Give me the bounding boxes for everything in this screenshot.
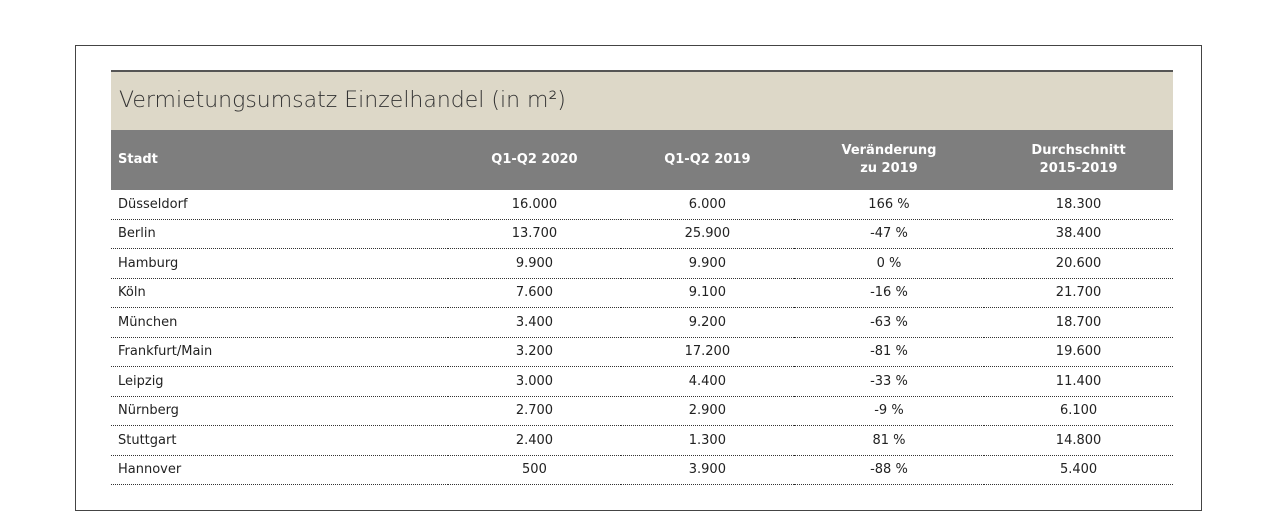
table-row: Düsseldorf 16.000 6.000 166 % 18.300 [111,190,1173,220]
header-cell: Durchschnitt 2015-2019 [984,130,1173,190]
value-cell: 7.600 [448,278,621,308]
value-cell: 166 % [793,190,985,220]
city-cell: Berlin [111,219,448,249]
value-cell: 25.900 [620,219,794,249]
value-cell: 20.600 [984,248,1173,279]
value-cell: -63 % [793,307,985,338]
value-cell: 9.900 [448,248,621,279]
value-cell: 81 % [793,425,985,456]
value-cell: 17.200 [620,337,794,367]
value-cell: 2.900 [620,396,794,426]
value-cell: 5.400 [984,455,1173,485]
value-cell: 2.400 [448,425,621,456]
city-cell: Nürnberg [111,396,448,426]
table-row: Leipzig 3.000 4.400 -33 % 11.400 [111,366,1173,397]
value-cell: -9 % [793,396,985,426]
value-cell: 19.600 [984,337,1173,367]
header-cell: Veränderung zu 2019 [793,130,985,190]
table-body: Düsseldorf 16.000 6.000 166 % 18.300 Berlin 13… [111,190,1173,485]
value-cell: 1.300 [620,425,794,456]
value-cell: -33 % [793,366,985,397]
value-cell: 18.300 [984,190,1173,220]
header-row: Stadt Q1-Q2 2020 Q1-Q2 2019 Veränderung zu … [111,130,1173,190]
city-cell: Düsseldorf [111,190,448,220]
value-cell: 6.000 [620,190,794,220]
value-cell: 16.000 [448,190,621,220]
value-cell: 3.900 [620,455,794,485]
city-cell: Hamburg [111,248,448,279]
table-row: Hannover 500 3.900 -88 % 5.400 [111,455,1173,485]
value-cell: 6.100 [984,396,1173,426]
value-cell: 18.700 [984,307,1173,338]
value-cell: 500 [448,455,621,485]
table-row: Berlin 13.700 25.900 -47 % 38.400 [111,219,1173,249]
table-row: Stuttgart 2.400 1.300 81 % 14.800 [111,425,1173,456]
table: Stadt Q1-Q2 2020 Q1-Q2 2019 Veränderung zu … [111,130,1173,485]
value-cell: 38.400 [984,219,1173,249]
value-cell: -81 % [793,337,985,367]
header-cell: Q1-Q2 2019 [620,130,794,190]
value-cell: 9.100 [620,278,794,308]
value-cell: 0 % [793,248,985,279]
value-cell: 9.200 [620,307,794,338]
value-cell: 11.400 [984,366,1173,397]
city-cell: Hannover [111,455,448,485]
value-cell: -88 % [793,455,985,485]
value-cell: -16 % [793,278,985,308]
table-title: Vermietungsumsatz Einzelhandel (in m²) [111,70,1173,130]
city-cell: Frankfurt/Main [111,337,448,367]
value-cell: 21.700 [984,278,1173,308]
value-cell: 4.400 [620,366,794,397]
value-cell: 9.900 [620,248,794,279]
value-cell: 3.400 [448,307,621,338]
table-row: Hamburg 9.900 9.900 0 % 20.600 [111,248,1173,279]
table-row: Frankfurt/Main 3.200 17.200 -81 % 19.600 [111,337,1173,367]
value-cell: 2.700 [448,396,621,426]
city-cell: Köln [111,278,448,308]
value-cell: 13.700 [448,219,621,249]
table-row: München 3.400 9.200 -63 % 18.700 [111,307,1173,338]
value-cell: 14.800 [984,425,1173,456]
table-head: Stadt Q1-Q2 2020 Q1-Q2 2019 Veränderung zu … [111,130,1173,190]
header-cell: Stadt [111,130,448,190]
header-cell: Q1-Q2 2020 [448,130,621,190]
frame: Vermietungsumsatz Einzelhandel (in m²) S… [75,45,1202,511]
city-cell: Stuttgart [111,425,448,456]
table-row: Köln 7.600 9.100 -16 % 21.700 [111,278,1173,308]
city-cell: Leipzig [111,366,448,397]
value-cell: -47 % [793,219,985,249]
table-row: Nürnberg 2.700 2.900 -9 % 6.100 [111,396,1173,426]
table-panel: Vermietungsumsatz Einzelhandel (in m²) S… [111,70,1173,485]
value-cell: 3.200 [448,337,621,367]
value-cell: 3.000 [448,366,621,397]
city-cell: München [111,307,448,338]
